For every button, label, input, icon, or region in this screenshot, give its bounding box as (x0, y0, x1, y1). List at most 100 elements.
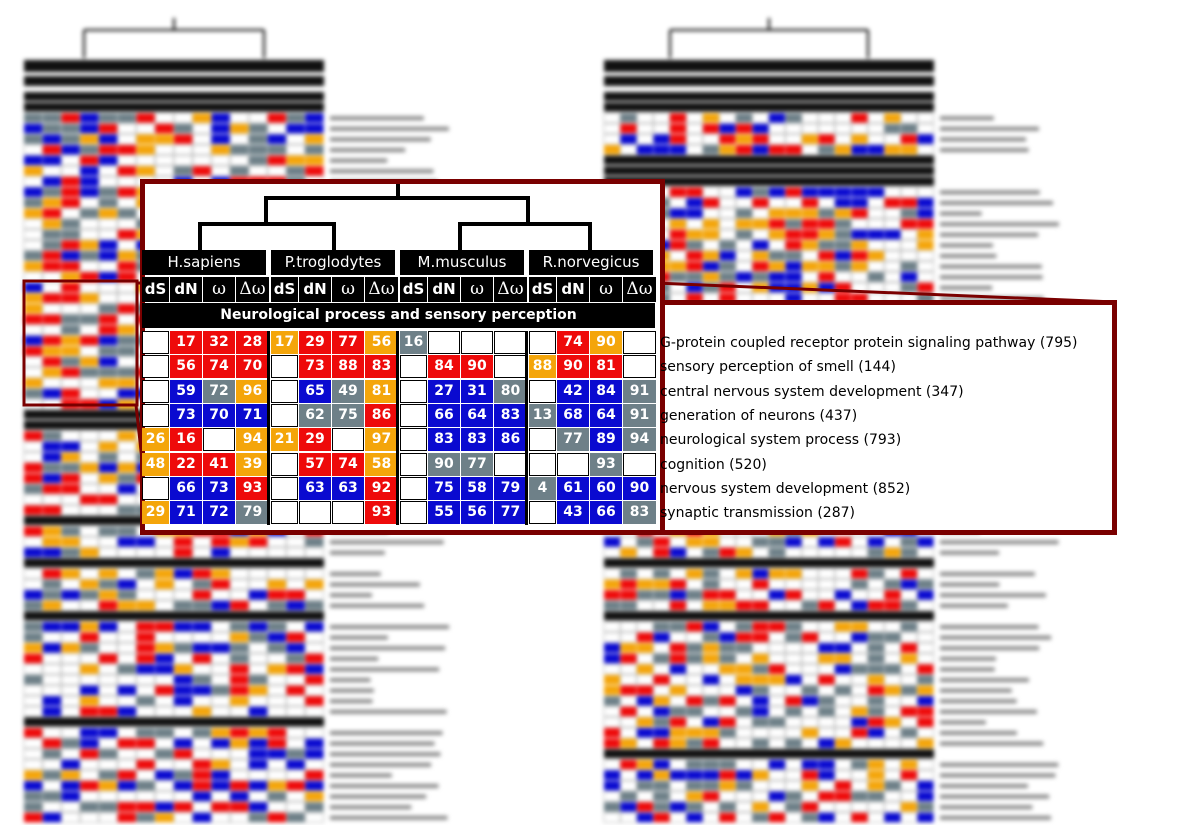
background-cell (884, 759, 901, 770)
background-cell (99, 463, 118, 473)
background-cell (98, 674, 118, 685)
background-cell (703, 728, 719, 738)
background-cell (620, 780, 637, 791)
background-cell (267, 749, 286, 759)
heatmap-cell: 58 (461, 476, 493, 500)
background-cell (802, 802, 818, 812)
background-cell (42, 145, 61, 155)
background-cell (79, 568, 99, 579)
background-cell (940, 211, 982, 216)
heatmap-cell (400, 452, 427, 476)
background-cell (230, 622, 249, 632)
background-cell (620, 685, 637, 696)
background-cell (267, 123, 287, 134)
background-cell (835, 738, 851, 749)
background-cell (117, 261, 136, 272)
heatmap-cell: 84 (428, 355, 460, 379)
background-cell (785, 791, 802, 802)
background-cell (785, 738, 802, 749)
background-cell (286, 547, 306, 558)
background-cell (884, 113, 901, 123)
background-cell (785, 547, 802, 558)
background-cell (286, 144, 306, 155)
background-cell (230, 664, 249, 674)
heatmap-cell: 83 (623, 501, 656, 525)
background-cell (719, 706, 736, 717)
background-cell (99, 770, 118, 780)
background-cell (686, 664, 703, 675)
background-cell (901, 145, 917, 155)
background-cell (267, 664, 286, 674)
background-cell (249, 134, 268, 144)
heatmap-cell: 72 (203, 379, 235, 403)
background-cell (851, 642, 868, 654)
background-cell (686, 579, 703, 590)
background-cell (117, 537, 136, 547)
background-cell (768, 134, 786, 145)
background-cell (818, 547, 835, 558)
background-cell (249, 738, 268, 749)
background-cell (249, 632, 268, 643)
heatmap-cell (529, 452, 556, 476)
heatmap-cell (494, 452, 527, 476)
background-cell (867, 208, 885, 219)
background-cell (42, 770, 61, 780)
background-cell (900, 780, 918, 791)
background-cell (248, 770, 268, 781)
background-cell (940, 709, 1037, 714)
background-cell (230, 643, 249, 653)
heatmap-cell (400, 379, 427, 403)
background-cell (80, 145, 99, 155)
background-cell (99, 749, 118, 759)
background-cell (61, 219, 80, 229)
background-cell (785, 706, 802, 717)
background-cell (769, 569, 785, 579)
background-cell (835, 240, 851, 250)
background-cell (42, 643, 61, 653)
background-cell (917, 144, 934, 155)
background-cell (669, 812, 687, 823)
background-cell (818, 653, 835, 664)
background-cell (686, 717, 703, 728)
background-cell (24, 643, 43, 653)
background-cell (603, 568, 621, 579)
background-cell (211, 547, 230, 558)
heatmap-cell (529, 331, 556, 354)
background-cell (330, 784, 439, 788)
background-cell (917, 229, 934, 240)
background-cell (603, 759, 621, 770)
background-cell (686, 738, 703, 749)
background-cell (686, 187, 703, 197)
background-cell (940, 232, 1039, 237)
background-cell (752, 812, 769, 823)
background-cell (24, 123, 43, 134)
background-cell (940, 699, 1017, 704)
background-cell (117, 431, 136, 441)
heatmap-cell: 77 (332, 331, 364, 354)
background-cell (884, 642, 901, 654)
background-cell (79, 430, 99, 442)
background-cell (669, 759, 687, 770)
background-cell (267, 791, 286, 802)
background-cell (330, 635, 388, 640)
background-cell (249, 802, 268, 812)
background-cell (653, 685, 670, 696)
background-cell (174, 802, 193, 812)
background-cell (620, 770, 637, 781)
background-cell (785, 187, 802, 197)
heatmap-cell: 97 (365, 428, 398, 452)
background-cell (603, 123, 621, 134)
background-cell (851, 632, 868, 643)
background-cell (117, 187, 136, 197)
background-cell (98, 483, 118, 495)
background-cell (330, 582, 420, 587)
background-cell (802, 812, 818, 823)
heatmap-cell: 88 (332, 355, 364, 379)
heatmap-cell: 42 (557, 379, 589, 403)
background-cell (940, 222, 1059, 227)
heatmap-cell: 73 (170, 403, 202, 427)
background-cell (249, 812, 268, 823)
background-cell (940, 243, 993, 248)
heatmap-cell: 66 (428, 403, 460, 427)
background-cell (61, 187, 80, 197)
